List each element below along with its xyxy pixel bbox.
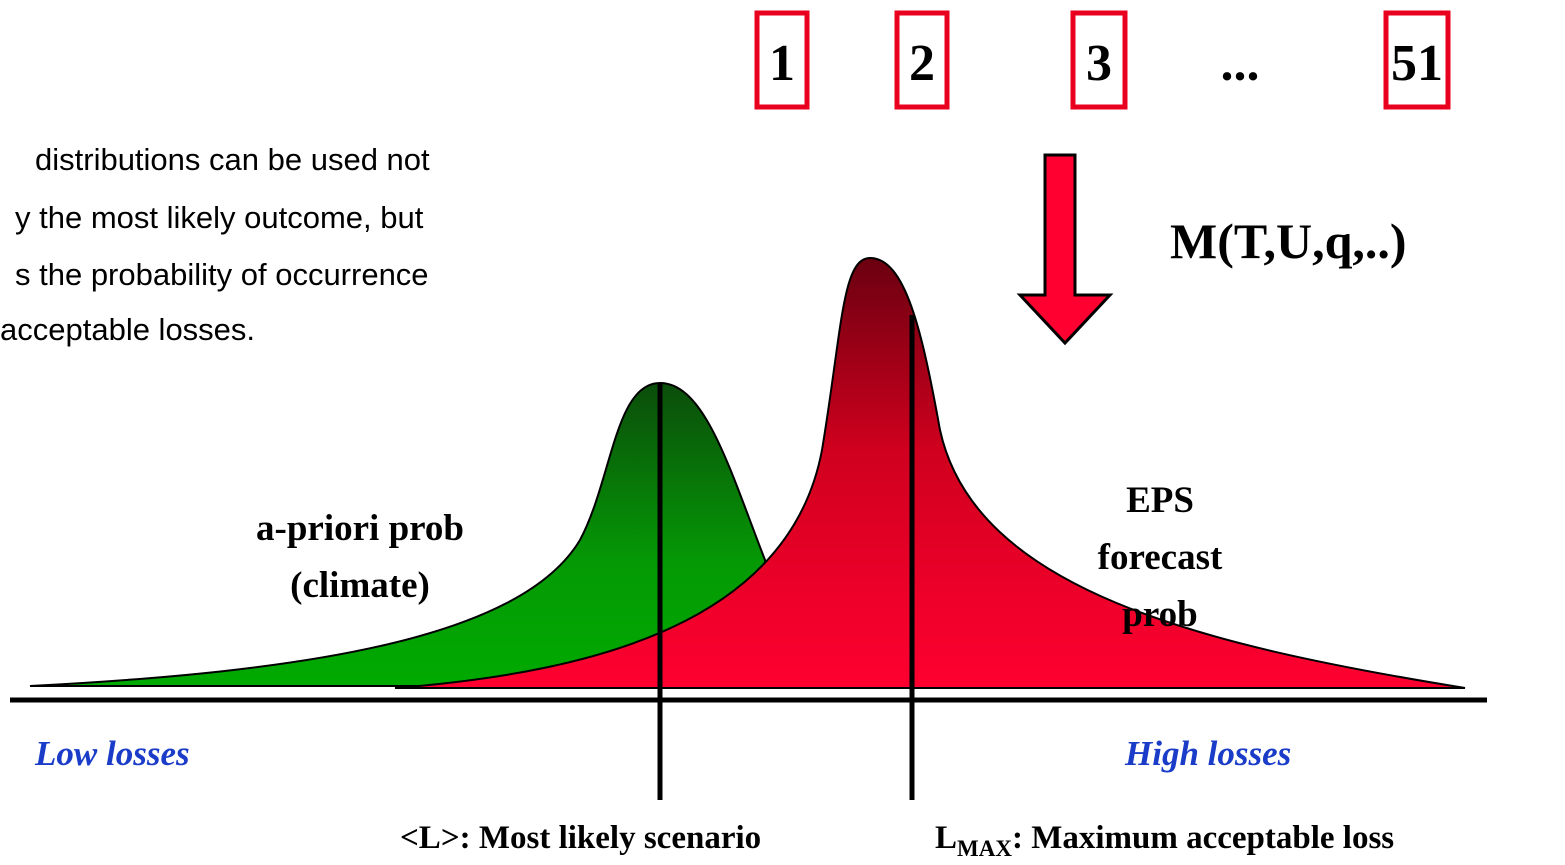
eps-label: EPS: [1126, 480, 1194, 521]
arrow: [1016, 153, 1114, 346]
climate-curve: [29, 381, 766, 687]
text-line: distributions can be used not: [35, 142, 430, 177]
member-boxes: [754, 10, 1451, 110]
member-label: 3: [1086, 35, 1112, 92]
max-caption: LMAX: Maximum acceptable loss: [935, 820, 1394, 861]
climate-label: (climate): [290, 565, 430, 606]
climate-label: a-priori prob: [256, 508, 464, 549]
model-label: M(T,U,q,..): [1170, 213, 1407, 269]
member-label: 2: [909, 35, 935, 92]
high-label: High losses: [1124, 734, 1291, 773]
text-line: acceptable losses.: [0, 312, 255, 347]
member-label: 1: [769, 35, 795, 92]
member-box: [894, 10, 950, 110]
max-symbol: L: [935, 820, 957, 856]
max-subscript: MAX: [957, 836, 1012, 861]
text-line: s the probability of occurrence: [15, 257, 429, 292]
member-box: [1070, 10, 1128, 110]
mean-caption: <L>: Most likely scenario: [400, 820, 761, 856]
eps-curve: [394, 256, 1466, 689]
member-box: [754, 10, 810, 110]
text-line: y the most likely outcome, but: [15, 200, 424, 235]
eps-label: forecast: [1098, 537, 1223, 578]
member-box: [1383, 10, 1451, 110]
eps-label: prob: [1122, 594, 1197, 635]
member-label: ...: [1221, 35, 1260, 92]
member-label: 51: [1391, 35, 1443, 92]
low-label: Low losses: [34, 734, 190, 773]
max-text: : Maximum acceptable loss: [1012, 820, 1394, 856]
